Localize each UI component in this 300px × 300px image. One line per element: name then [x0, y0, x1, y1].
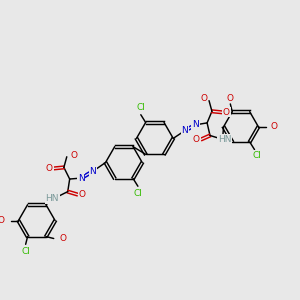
Text: O: O	[201, 94, 208, 103]
Text: O: O	[70, 151, 77, 160]
Text: O: O	[0, 216, 4, 225]
Text: Cl: Cl	[136, 103, 145, 112]
Text: O: O	[60, 234, 67, 243]
Text: HN: HN	[46, 194, 59, 203]
Text: Cl: Cl	[21, 247, 30, 256]
Text: O: O	[79, 190, 86, 199]
Text: O: O	[270, 122, 278, 131]
Text: N: N	[182, 126, 188, 135]
Text: N: N	[78, 174, 85, 183]
Text: O: O	[46, 164, 53, 173]
Text: O: O	[193, 135, 200, 144]
Text: Cl: Cl	[134, 188, 142, 197]
Text: HN: HN	[218, 135, 231, 144]
Text: N: N	[192, 120, 199, 129]
Text: O: O	[227, 94, 234, 103]
Text: Cl: Cl	[252, 151, 261, 160]
Text: O: O	[223, 108, 230, 117]
Text: N: N	[89, 167, 96, 176]
